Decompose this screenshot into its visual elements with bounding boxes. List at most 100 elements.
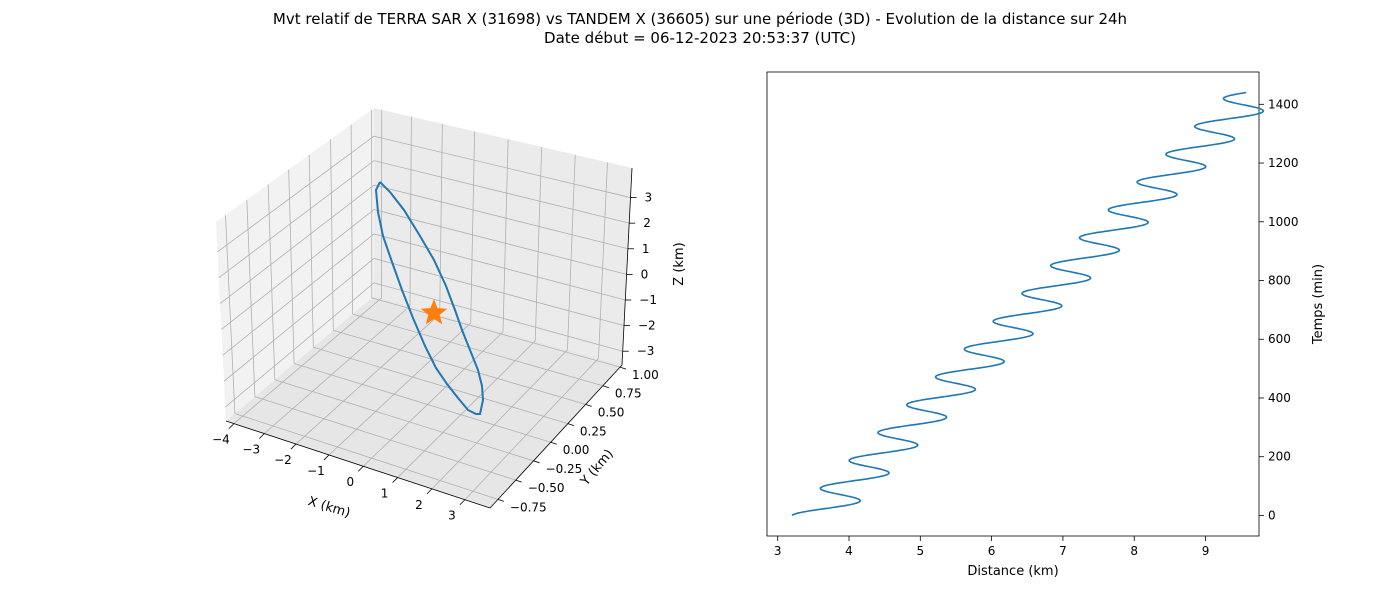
z-tick-label-3d: 3	[645, 191, 653, 205]
grid-y-floor	[352, 313, 603, 387]
grid-x-wall	[470, 131, 476, 323]
y-tick-3d	[533, 460, 540, 464]
grid-x-wall	[598, 162, 608, 359]
x-tick-3d	[392, 477, 398, 483]
y-tick-label-3d: 0.25	[580, 425, 607, 439]
x-tick-label-3d: 2	[415, 498, 423, 512]
grid-x-floor	[264, 305, 411, 434]
y-tick-3d	[515, 479, 522, 483]
grid-z-wall	[218, 160, 630, 279]
x-tick-label-3d: −1	[307, 464, 325, 478]
ticks-2d: 3 4 5 6 7 8 9 0 200 400 600 800 1000 1200 1400	[774, 97, 1299, 558]
x-tick-label: 7	[1059, 544, 1067, 558]
z-tick-label-3d: 0	[641, 267, 649, 281]
grid-3d	[217, 109, 631, 501]
y-tick-3d	[567, 423, 575, 427]
ticks-3d: −4 −3 −2 −1 0 1 2 3 −0.75 −0.50 −0.25 0.00 0.25 0.50 0…	[212, 191, 659, 523]
grid-z-wall	[217, 135, 631, 253]
chart-title-block: Mvt relatif de TERRA SAR X (31698) vs TA…	[0, 10, 1400, 48]
y-tick-label-3d: −0.25	[546, 462, 583, 476]
y-tick-label: 0	[1268, 508, 1276, 522]
x-tick-label: 6	[988, 544, 996, 558]
z-tick-label-3d: 2	[643, 216, 651, 230]
x-tick-label-3d: −2	[274, 453, 292, 467]
y-tick-label: 1000	[1268, 215, 1299, 229]
grid-x-wall	[439, 123, 443, 315]
y-tick-label: 400	[1268, 391, 1291, 405]
y-tick-label: 1200	[1268, 156, 1299, 170]
x-tick-label-3d: 3	[448, 509, 456, 523]
grid-z-wall	[223, 257, 625, 382]
x-tick-label: 3	[774, 544, 782, 558]
y-tick-label-3d: 0.75	[615, 387, 642, 401]
grid-y-wall	[246, 199, 256, 397]
z-tick-label-3d: −3	[637, 344, 655, 358]
distance-series-line	[791, 91, 1265, 517]
grid-y-wall	[330, 139, 334, 331]
grid-z-wall	[222, 233, 626, 356]
x-tick-3d	[357, 465, 364, 472]
grid-x-floor	[328, 322, 471, 456]
x-tick-label: 9	[1202, 544, 1210, 558]
y-tick-label: 800	[1268, 274, 1291, 288]
y-tick-label-3d: 0.50	[598, 405, 625, 419]
x-tick-label-3d: 0	[346, 475, 354, 489]
z-axis-label-3d: Z (km)	[672, 242, 687, 285]
grid-x-floor	[464, 358, 599, 501]
grid-x-floor	[431, 349, 568, 490]
grid-z-wall	[221, 209, 627, 330]
panel-distance-time: 3 4 5 6 7 8 9 0 200 400 600 800 1000 1200 1400 Distanc…	[766, 71, 1326, 579]
chart-subtitle: Date début = 06-12-2023 20:53:37 (UTC)	[544, 29, 856, 47]
grid-y-wall	[225, 215, 236, 414]
grid-y-floor	[293, 363, 551, 443]
x-tick-label: 8	[1130, 544, 1138, 558]
y-tick-label: 200	[1268, 450, 1291, 464]
pane-floor	[226, 296, 622, 508]
grid-x-floor	[363, 331, 504, 467]
chart-title: Mvt relatif de TERRA SAR X (31698) vs TA…	[272, 10, 1128, 28]
x-tick-3d	[323, 454, 330, 461]
x-tick-3d	[459, 499, 466, 506]
y-tick-3d	[497, 499, 505, 502]
grid-x-wall	[534, 146, 543, 341]
y-tick-3d	[550, 441, 557, 445]
grid-y-wall	[288, 169, 295, 364]
x-tick-label: 4	[845, 544, 853, 558]
x-tick-label: 5	[916, 544, 924, 558]
y-tick-label: 600	[1268, 332, 1291, 346]
y-tick-label-3d: −0.75	[510, 500, 547, 514]
x-tick-label-3d: 1	[381, 487, 389, 501]
panel-3d-orbit: −4 −3 −2 −1 0 1 2 3 −0.75 −0.50 −0.25 0.00 0.25 0.50 0…	[212, 108, 687, 523]
grid-z-wall	[219, 184, 628, 304]
x-tick-3d	[426, 488, 433, 495]
grid-x-wall	[409, 116, 412, 307]
x-axis-label-3d: X (km)	[306, 494, 352, 521]
axes-3d-edges	[225, 167, 633, 509]
y-tick-3d	[619, 366, 627, 370]
z-tick-label-3d: 1	[642, 242, 650, 256]
plot-frame	[766, 71, 1260, 537]
grid-y-floor	[254, 396, 516, 481]
orbit-ellipse-line	[374, 181, 485, 415]
z-tick-label-3d: −1	[639, 293, 657, 307]
x-tick-label-3d: −4	[212, 433, 230, 447]
grid-x-floor	[233, 297, 382, 424]
pane-back-left	[216, 108, 374, 421]
x-tick-3d	[258, 433, 265, 439]
grid-z-wall	[225, 282, 623, 408]
z-tick-label-3d: −2	[638, 319, 656, 333]
grid-y-wall	[267, 184, 276, 380]
grid-y-floor	[274, 379, 534, 462]
grid-y-floor	[234, 413, 499, 500]
y-tick-label: 1400	[1268, 97, 1299, 111]
grid-y-floor	[371, 297, 621, 368]
y-tick-3d	[585, 403, 592, 407]
x-tick-3d	[290, 443, 297, 450]
x-tick-3d	[228, 423, 235, 429]
grid-x-floor	[295, 313, 440, 445]
x-axis-label: Distance (km)	[967, 564, 1058, 579]
y-tick-3d	[602, 385, 609, 389]
grid-x-wall	[567, 154, 576, 350]
x-tick-label-3d: −3	[242, 443, 260, 457]
